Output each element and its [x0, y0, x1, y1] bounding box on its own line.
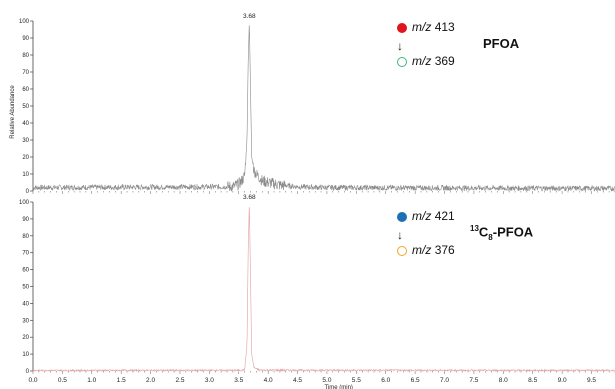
- y-tick-label: 70: [22, 251, 29, 257]
- x-tick-label: 5.5: [352, 377, 361, 384]
- y-tick-label: 0: [26, 369, 30, 375]
- x-tick-label: 1.0: [87, 377, 96, 384]
- element-symbol: C: [478, 224, 489, 240]
- chromatogram-trace: [32, 25, 615, 193]
- peak-label: 3.68: [243, 194, 256, 201]
- x-tick-label: 7.5: [469, 377, 478, 384]
- x-tick-label: 0.0: [28, 377, 37, 384]
- transition-arrow-pfoa: ↓: [397, 39, 403, 53]
- x-tick-label: 5.0: [322, 377, 331, 384]
- compound-label-13c8-pfoa: 13C8-PFOA: [470, 224, 533, 242]
- compound-name-rest: -PFOA: [492, 224, 534, 240]
- precursor-dot-pfoa: [397, 23, 407, 33]
- y-tick-label: 90: [22, 36, 29, 42]
- compound-label-pfoa: PFOA: [483, 36, 520, 51]
- mz-prefix: m/z: [412, 54, 432, 68]
- product-dot-pfoa: [397, 57, 407, 67]
- precursor-ion-label-13c8-pfoa: m/z 421: [412, 209, 455, 223]
- x-tick-label: 6.0: [381, 377, 390, 384]
- precursor-dot-13c8-pfoa: [397, 212, 407, 222]
- x-tick-label: 2.5: [175, 377, 184, 384]
- mz-value: 376: [434, 243, 455, 257]
- x-tick-label: 3.0: [205, 377, 214, 384]
- chromatogram-trace: [32, 207, 615, 373]
- product-dot-13c8-pfoa: [397, 246, 407, 256]
- y-tick-label: 0: [26, 189, 30, 195]
- y-tick-label: 50: [22, 285, 29, 291]
- precursor-ion-label-pfoa: m/z 413: [412, 20, 455, 34]
- y-tick-label: 20: [22, 155, 29, 161]
- x-tick-label: 8.0: [499, 377, 508, 384]
- x-tick-label: 9.5: [587, 377, 596, 384]
- y-tick-label: 100: [19, 19, 30, 25]
- transition-arrow-13c8-pfoa: ↓: [397, 228, 403, 242]
- x-tick-label: 1.5: [117, 377, 126, 384]
- x-tick-label: 8.5: [528, 377, 537, 384]
- y-tick-label: 10: [22, 172, 29, 178]
- x-axis-label: Time (min): [324, 385, 352, 389]
- mz-prefix: m/z: [412, 243, 432, 257]
- y-tick-label: 40: [22, 301, 29, 307]
- y-axis-label: Relative Abundance: [10, 85, 16, 139]
- x-tick-label: 3.5: [234, 377, 243, 384]
- y-tick-label: 70: [22, 70, 29, 76]
- y-tick-label: 40: [22, 121, 29, 127]
- mz-value: 369: [434, 54, 455, 68]
- x-tick-label: 2.0: [146, 377, 155, 384]
- atom-count-subscript: 8: [488, 232, 493, 242]
- x-tick-label: 0.5: [58, 377, 67, 384]
- mz-value: 413: [434, 20, 455, 34]
- x-tick-label: 7.0: [440, 377, 449, 384]
- mz-prefix: m/z: [412, 209, 432, 223]
- product-ion-label-13c8-pfoa: m/z 376: [412, 243, 455, 257]
- y-tick-label: 100: [19, 200, 30, 206]
- mz-prefix: m/z: [412, 20, 432, 34]
- y-tick-label: 80: [22, 234, 29, 240]
- x-tick-label: 9.0: [558, 377, 567, 384]
- y-tick-label: 60: [22, 87, 29, 93]
- x-tick-label: 6.5: [411, 377, 420, 384]
- product-ion-label-pfoa: m/z 369: [412, 54, 455, 68]
- x-tick-label: 4.0: [264, 377, 273, 384]
- isotope-superscript: 13: [470, 224, 479, 233]
- y-tick-label: 30: [22, 138, 29, 144]
- y-tick-label: 20: [22, 335, 29, 341]
- y-tick-label: 50: [22, 104, 29, 110]
- x-tick-label: 4.5: [293, 377, 302, 384]
- peak-label: 3.68: [243, 13, 256, 20]
- mz-value: 421: [434, 209, 455, 223]
- y-tick-label: 10: [22, 352, 29, 358]
- y-tick-label: 80: [22, 53, 29, 59]
- y-tick-label: 30: [22, 318, 29, 324]
- y-tick-label: 60: [22, 268, 29, 274]
- y-tick-label: 90: [22, 217, 29, 223]
